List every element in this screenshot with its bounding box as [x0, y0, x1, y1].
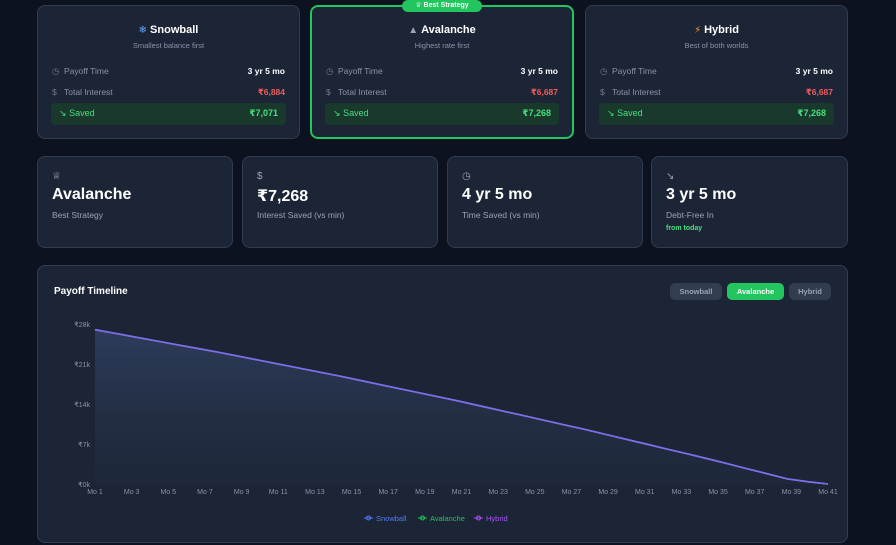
dollar-icon: $ [326, 87, 331, 97]
trend-down-icon: ↘ [333, 108, 341, 118]
best-strategy-badge: ♕ Best Strategy [402, 0, 482, 12]
legend-dot [476, 515, 481, 521]
dollar-icon: $ [52, 87, 57, 97]
legend-dot [420, 515, 425, 521]
y-tick-label: ₹14k [74, 401, 90, 409]
trophy-icon: ♕ [415, 2, 422, 9]
payoff-timeline-chart: ₹0k ₹7k ₹14k ₹21k ₹28k Mo 1 Mo 3 Mo 5 Mo 7 Mo 9 Mo… [74, 321, 838, 523]
trend-down-icon: ↘ [607, 108, 615, 118]
x-tick-label: Mo 21 [452, 489, 472, 496]
stat-card-best-strategy: ♕ Avalanche Best Strategy [37, 156, 233, 248]
y-tick-label: ₹21k [74, 361, 90, 369]
stat-label: Interest Saved (vs min) [257, 210, 345, 220]
interest-row: $ Total Interest ₹6,687 [326, 87, 558, 97]
x-tick-label: Mo 5 [161, 489, 177, 496]
interest-row: $ Total Interest ₹6,884 [52, 87, 285, 97]
y-tick-label: ₹28k [74, 321, 90, 329]
strategy-subtitle: Smallest balance first [132, 41, 205, 50]
interest-row: $ Total Interest ₹6,687 [600, 87, 833, 97]
lightning-icon: ⚡ [694, 25, 702, 36]
strategy-title: ▲ Avalanche [408, 24, 476, 36]
toggle-hybrid[interactable]: Hybrid [789, 283, 831, 300]
toggle-avalanche[interactable]: Avalanche [727, 283, 784, 300]
mountain-icon: ▲ [408, 25, 419, 36]
snowflake-icon: ❄ [138, 25, 148, 36]
trophy-icon: ♕ [52, 171, 61, 182]
legend-dot [366, 515, 371, 521]
stat-label: Debt-Free In [666, 210, 714, 220]
x-tick-label: Mo 25 [525, 489, 545, 496]
x-tick-label: Mo 27 [562, 489, 582, 496]
strategy-title: ⚡ Hybrid [694, 24, 739, 36]
stat-card-time-saved: ◷ 4 yr 5 mo Time Saved (vs min) [447, 156, 643, 248]
legend-label: Hybrid [486, 514, 508, 523]
strategy-card-hybrid[interactable]: ⚡ Hybrid Best of both worlds ◷ Payoff Time… [585, 5, 848, 139]
clock-icon: ◷ [462, 171, 471, 182]
strategy-subtitle: Best of both worlds [684, 41, 749, 50]
x-tick-label: Mo 37 [745, 489, 765, 496]
clock-icon: ◷ [52, 66, 60, 76]
strategy-card-avalanche[interactable]: ♕ Best Strategy ▲ Avalanche Highest rate … [310, 0, 574, 139]
stat-value: Avalanche [52, 186, 132, 203]
y-tick-label: ₹0k [78, 481, 90, 489]
x-tick-label: Mo 7 [197, 489, 213, 496]
x-tick-label: Mo 3 [124, 489, 140, 496]
x-tick-label: Mo 19 [415, 489, 435, 496]
x-tick-label: Mo 29 [598, 489, 618, 496]
legend-label: Snowball [376, 514, 407, 523]
y-tick-label: ₹7k [78, 441, 90, 449]
legend-label: Avalanche [430, 514, 465, 523]
trend-down-icon: ↘ [59, 108, 67, 118]
area-fill [95, 329, 828, 484]
stat-card-interest-saved: $ ₹7,268 Interest Saved (vs min) [242, 156, 438, 248]
strategy-title: ❄ Snowball [138, 24, 199, 36]
payoff-row: ◷ Payoff Time 3 yr 5 mo [600, 66, 833, 76]
strategy-subtitle: Highest rate first [414, 41, 470, 50]
x-tick-label: Mo 1 [87, 489, 103, 496]
stat-label: Best Strategy [52, 210, 104, 220]
x-tick-label: Mo 9 [234, 489, 250, 496]
payoff-timeline-card: Payoff Timeline Snowball Avalanche Hybri… [37, 265, 848, 543]
x-tick-label: Mo 31 [635, 489, 655, 496]
dollar-icon: $ [600, 87, 605, 97]
payoff-row: ◷ Payoff Time 3 yr 5 mo [52, 66, 285, 76]
stat-value: 4 yr 5 mo [462, 186, 533, 203]
clock-icon: ◷ [326, 66, 334, 76]
x-tick-label: Mo 35 [708, 489, 728, 496]
stat-value: 3 yr 5 mo [666, 186, 737, 203]
strategy-card-snowball[interactable]: ❄ Snowball Smallest balance first ◷ Payoff… [37, 5, 300, 139]
x-tick-label: Mo 23 [488, 489, 508, 496]
x-tick-label: Mo 11 [269, 489, 288, 496]
x-tick-label: Mo 17 [378, 489, 398, 496]
series-line-hybrid [94, 328, 829, 485]
trend-down-icon: ↘ [666, 171, 675, 182]
chart-title: Payoff Timeline [54, 286, 128, 297]
stat-card-debt-free: ↘ 3 yr 5 mo Debt-Free In from today [651, 156, 848, 248]
dollar-icon: $ [257, 171, 263, 182]
saved-row: ↘ Saved ₹7,268 [599, 103, 834, 125]
x-tick-label: Mo 41 [818, 489, 838, 496]
saved-row: ↘ Saved ₹7,071 [51, 103, 286, 125]
x-tick-label: Mo 33 [672, 489, 692, 496]
stat-label: Time Saved (vs min) [462, 210, 540, 220]
x-tick-label: Mo 13 [305, 489, 325, 496]
x-tick-label: Mo 15 [342, 489, 362, 496]
clock-icon: ◷ [600, 66, 608, 76]
stat-value: ₹7,268 [257, 188, 309, 205]
toggle-snowball[interactable]: Snowball [670, 283, 722, 300]
x-tick-label: Mo 39 [782, 489, 802, 496]
payoff-row: ◷ Payoff Time 3 yr 5 mo [326, 66, 558, 76]
saved-row: ↘ Saved ₹7,268 [325, 103, 559, 125]
stat-note: from today [666, 225, 703, 232]
